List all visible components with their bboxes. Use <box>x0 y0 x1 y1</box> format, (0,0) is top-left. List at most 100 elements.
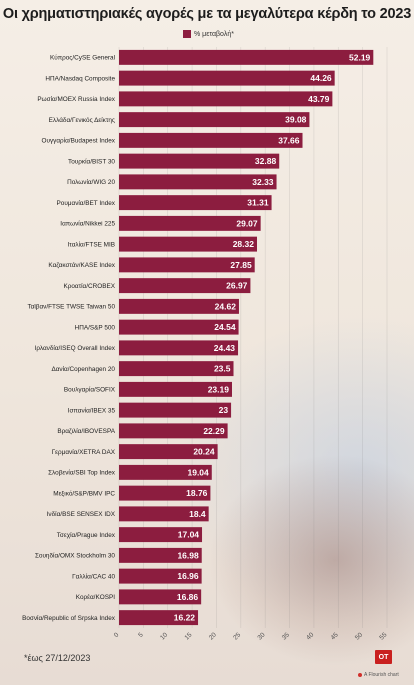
x-tick-label: 5 <box>137 631 145 639</box>
value-label: 24.62 <box>215 301 237 311</box>
bar <box>119 589 202 605</box>
bar <box>119 153 280 169</box>
bar <box>119 298 239 314</box>
category-label: Γερμανία/XETRA DAX <box>52 448 116 456</box>
legend-swatch <box>183 30 191 38</box>
bar <box>119 70 335 86</box>
category-label: Ιαπωνία/Nikkei 225 <box>60 220 115 228</box>
category-label: Βοσνία/Republic of Srpska Index <box>22 614 116 622</box>
category-label: Βουλγαρία/SOFIX <box>64 386 116 394</box>
value-label: 19.04 <box>187 467 209 477</box>
legend: % μεταβολή* <box>183 29 234 39</box>
value-label: 32.33 <box>252 177 274 187</box>
bar <box>119 112 310 128</box>
value-label: 26.97 <box>226 281 248 291</box>
value-label: 17.04 <box>178 530 200 540</box>
bar <box>119 610 199 626</box>
bar <box>119 485 211 501</box>
bar <box>119 49 374 65</box>
value-label: 23 <box>219 405 229 415</box>
category-label: Ταϊβαν/FTSE TWSE Taiwan 50 <box>27 304 115 311</box>
bar <box>119 319 239 335</box>
category-label: Ρωσία/MOEX Russia Index <box>37 95 115 103</box>
bar <box>119 132 303 148</box>
bar <box>119 91 333 107</box>
category-label: ΗΠΑ/Nasdaq Composite <box>45 75 115 82</box>
value-label: 24.54 <box>214 322 236 332</box>
x-tick-label: 45 <box>330 631 340 641</box>
value-label: 29.07 <box>236 218 258 228</box>
category-label: Κορέα/KOSPI <box>76 593 115 601</box>
chart-title: Οι χρηματιστηριακές αγορές με τα μεγαλύτ… <box>2 6 412 22</box>
category-label: Δανία/Copenhagen 20 <box>51 365 115 373</box>
value-label: 18.4 <box>189 509 206 519</box>
credit-text: A Flourish chart <box>364 672 399 678</box>
value-label: 18.76 <box>186 488 208 498</box>
value-label: 39.08 <box>285 115 307 125</box>
bar <box>119 215 261 231</box>
category-label: Μεξικό/S&P/BMV IPC <box>53 489 115 497</box>
bar <box>119 464 212 480</box>
value-label: 37.66 <box>278 135 300 145</box>
x-tick-label: 40 <box>305 631 315 641</box>
bar <box>119 506 209 522</box>
category-label: Πολωνία/WIG 20 <box>67 178 115 186</box>
bars: 52.19 44.26 43.79 39.08 37.66 32.88 32.33 31.31… <box>119 49 374 626</box>
value-label: 44.26 <box>310 73 332 83</box>
category-label: Ρουμανία/BET Index <box>57 199 116 207</box>
bar <box>119 361 234 377</box>
bar <box>119 381 232 397</box>
category-label: Γαλλία/CAC 40 <box>72 572 115 580</box>
x-tick-label: 15 <box>183 631 193 641</box>
category-label: ΗΠΑ/S&P 500 <box>75 324 116 331</box>
x-tick-label: 30 <box>257 631 267 641</box>
category-label: Τσεχία/Prague Index <box>57 531 116 539</box>
legend-label: % μεταβολή* <box>194 30 234 38</box>
category-label: Ελλάδα/Γενικός Δείκτης <box>49 116 115 124</box>
value-label: 43.79 <box>308 94 330 104</box>
x-tick-label: 0 <box>113 631 121 639</box>
value-label: 24.43 <box>214 343 236 353</box>
value-label: 52.19 <box>349 52 371 62</box>
bar <box>119 423 228 439</box>
category-label: Ισπανία/IBEX 35 <box>68 406 116 414</box>
value-label: 28.32 <box>233 239 255 249</box>
publisher-logo: OT <box>375 650 392 664</box>
category-label: Ιταλία/FTSE MIB <box>68 240 115 248</box>
bar <box>119 547 202 563</box>
category-label: Κύπρος/CySE General <box>50 54 115 62</box>
category-labels: Κύπρος/CySE General ΗΠΑ/Nasdaq Composite Ρ… <box>22 54 116 622</box>
category-label: Ινδία/BSE SENSEX IDX <box>47 510 116 518</box>
value-label: 31.31 <box>247 198 269 208</box>
x-tick-label: 20 <box>208 631 218 641</box>
bar <box>119 568 202 584</box>
bar <box>119 236 257 252</box>
x-tick-label: 25 <box>232 631 242 641</box>
value-label: 20.24 <box>193 447 215 457</box>
category-label: Κροατία/CROBEX <box>63 282 115 290</box>
category-label: Ουγγαρία/Budapest Index <box>42 137 116 145</box>
value-label: 16.96 <box>177 571 199 581</box>
category-label: Σουηδία/OMX Stockholm 30 <box>35 552 115 560</box>
category-label: Βραζιλία/IBOVESPA <box>57 427 115 435</box>
value-label: 16.98 <box>177 550 199 560</box>
bar-chart: 52.19 44.26 43.79 39.08 37.66 32.88 32.33 31.31… <box>22 47 389 642</box>
value-label: 16.22 <box>174 613 196 623</box>
category-label: Σλοβενία/SBI Top Index <box>48 469 116 477</box>
bar <box>119 278 251 294</box>
value-label: 23.19 <box>208 384 230 394</box>
category-label: Καζακστάν/KASE Index <box>48 261 115 269</box>
chart-credit: A Flourish chart <box>358 672 399 678</box>
footnote: *έως 27/12/2023 <box>24 653 91 663</box>
flourish-icon <box>358 673 362 677</box>
bar <box>119 195 272 211</box>
bar <box>119 174 277 190</box>
category-label: Τουρκία/BIST 30 <box>68 157 115 165</box>
value-label: 32.88 <box>255 156 277 166</box>
x-tick-label: 55 <box>378 631 388 641</box>
x-tick-label: 10 <box>159 631 169 641</box>
x-tick-label: 35 <box>281 631 291 641</box>
value-label: 27.85 <box>230 260 252 270</box>
x-axis: 0 5 10 15 20 25 30 35 40 45 50 55 <box>113 631 389 641</box>
value-label: 16.86 <box>177 592 199 602</box>
